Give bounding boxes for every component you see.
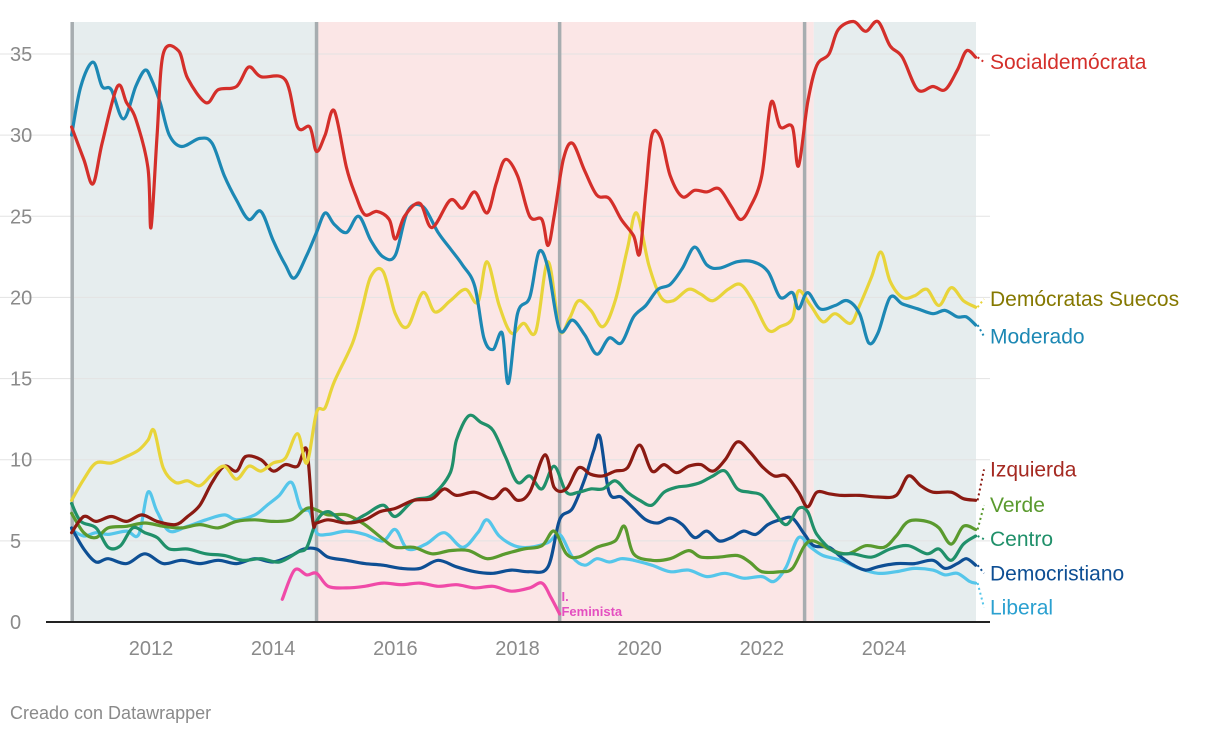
y-tick-label-25: 25 (10, 206, 32, 228)
y-tick-label-15: 15 (10, 369, 32, 391)
series-line-socialdemocrata (70, 19, 978, 257)
series-line-izquierda (70, 440, 978, 535)
connector-izquierda (976, 469, 985, 501)
connector-liberal (976, 582, 985, 608)
period-backgrounds (71, 22, 976, 622)
series-label-socialdemocrata: Socialdemócrata (990, 51, 1147, 74)
x-tick-label-2020: 2020 (617, 638, 662, 660)
series-label-liberal: Liberal (990, 596, 1053, 619)
y-tick-label-35: 35 (10, 44, 32, 66)
series-label-democratas-suecos: Demócratas Suecos (990, 288, 1179, 311)
y-tick-label-5: 5 (10, 531, 21, 553)
x-tick-label-2012: 2012 (129, 638, 174, 660)
series-label-verde: Verde (990, 494, 1045, 517)
x-tick-label-2022: 2022 (740, 638, 785, 660)
connector-democratas-suecos (976, 298, 985, 308)
x-tick-label-2014: 2014 (251, 638, 296, 660)
series-label-i-feminista-line-1: I. (561, 589, 568, 604)
connector-verde (976, 504, 985, 530)
period-band-4 (813, 22, 976, 622)
axes: 0 5 10 15 20 25 30 35 2012 2014 2016 2018 2020 2022 20… (10, 44, 990, 660)
y-tick-label-30: 30 (10, 125, 32, 147)
connector-democristiano (976, 564, 985, 574)
series-lines (70, 19, 978, 616)
series-label-centro: Centro (990, 528, 1053, 551)
series-line-democratas-suecos (70, 211, 978, 502)
x-tick-label-2018: 2018 (495, 638, 540, 660)
series-label-democristiano: Democristiano (990, 562, 1124, 585)
x-tick-label-2016: 2016 (373, 638, 418, 660)
series-line-i-feminista (280, 567, 562, 616)
series-label-i-feminista: I. Feminista (561, 589, 622, 619)
series-label-moderado: Moderado (990, 325, 1085, 348)
x-tick-label-2024: 2024 (862, 638, 907, 660)
y-tick-label-20: 20 (10, 287, 32, 309)
series-labels: Socialdemócrata Demócratas Suecos Moderado… (561, 51, 1179, 619)
series-label-i-feminista-line-2: Feminista (561, 604, 622, 619)
label-connectors (976, 56, 985, 608)
credit-text: Creado con Datawrapper (10, 703, 212, 723)
series-line-moderado (70, 60, 978, 386)
series-label-izquierda: Izquierda (990, 458, 1077, 481)
y-tick-label-10: 10 (10, 450, 32, 472)
series-line-centro (70, 413, 978, 564)
connector-centro (977, 535, 985, 541)
series-line-liberal (70, 480, 978, 585)
connector-socialdemocrata (977, 56, 985, 63)
y-tick-label-0: 0 (10, 612, 21, 634)
gridlines (0, 53, 990, 542)
connector-moderado (976, 324, 985, 337)
